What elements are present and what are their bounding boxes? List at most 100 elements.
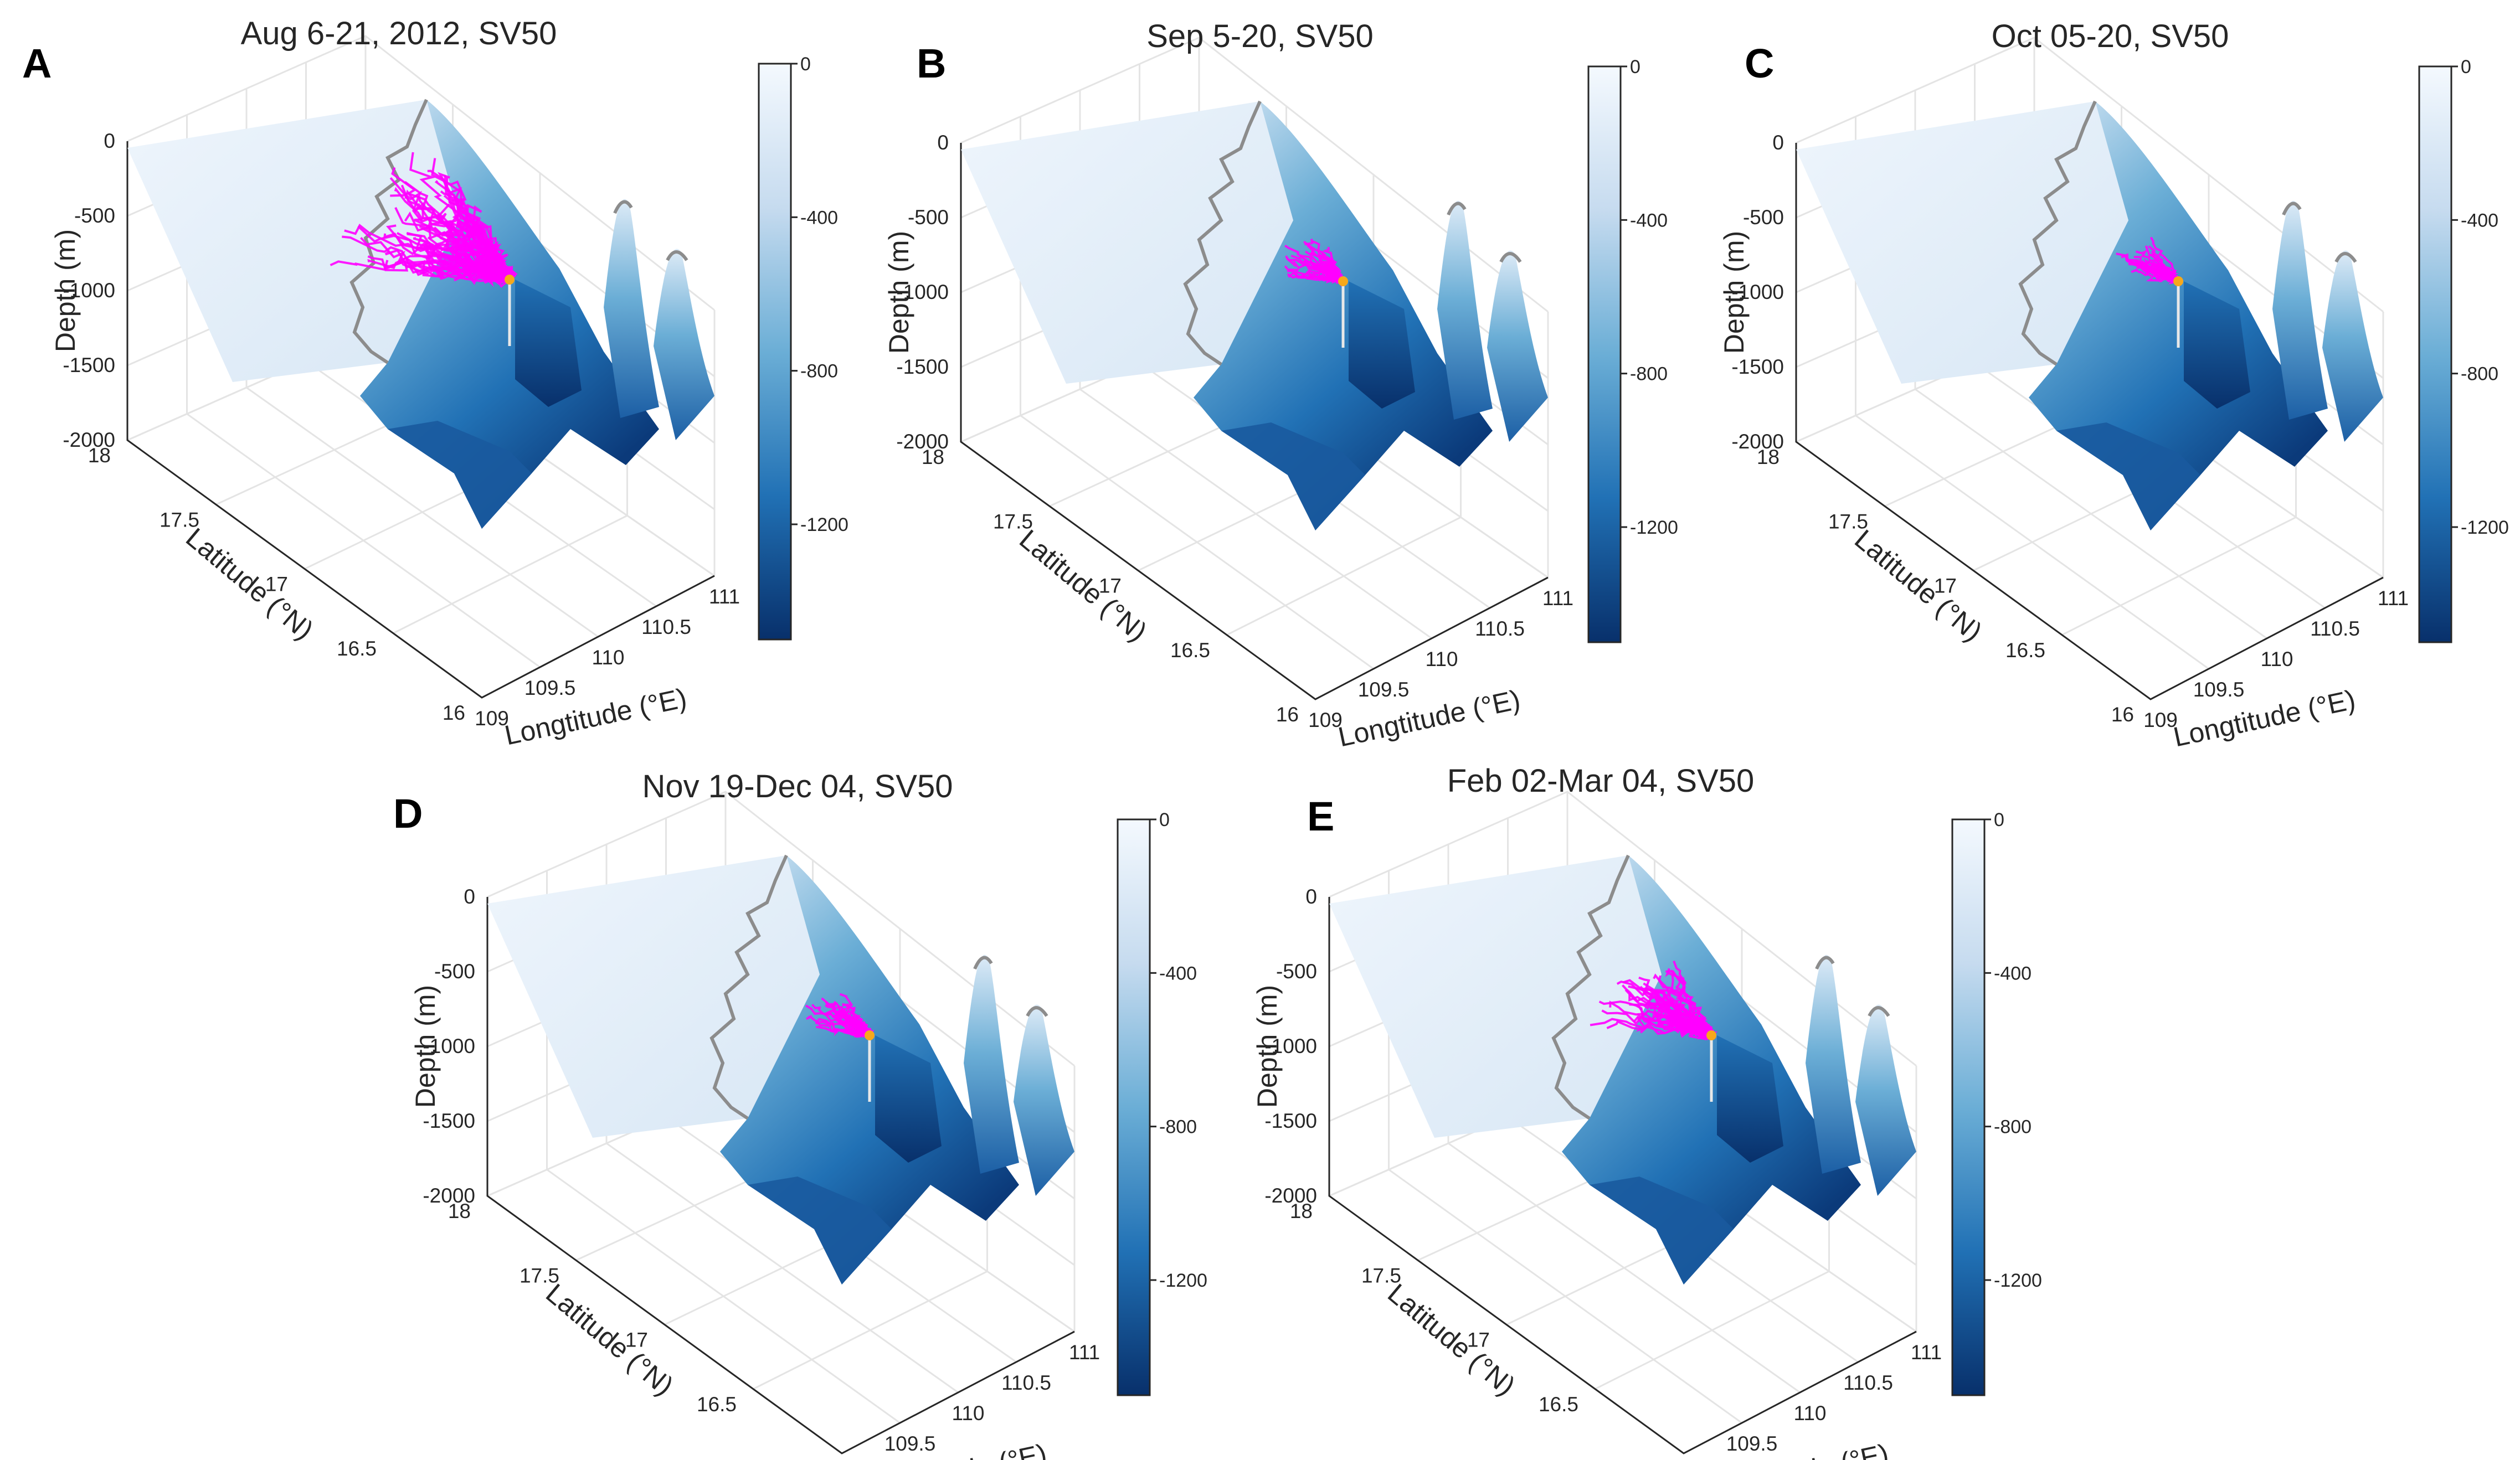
continental-shelf — [487, 855, 820, 1138]
colorbar-tick-label: -400 — [800, 207, 838, 228]
z-tick-label: 0 — [104, 130, 115, 152]
z-tick-label: -1000 — [896, 281, 949, 303]
y-gridline — [606, 1142, 959, 1394]
y-tick-label: 18 — [88, 444, 111, 467]
x-gridline — [753, 1270, 988, 1390]
y-tick-label: 17.5 — [520, 1264, 559, 1287]
bathymetry-surface — [1796, 100, 2383, 530]
y-axis-label: Latitude (°N) — [180, 522, 319, 646]
ridge — [1855, 1004, 1916, 1196]
coastline — [349, 99, 428, 364]
trajectory-line — [2141, 266, 2180, 282]
continental-shelf — [1329, 855, 1662, 1138]
y-gridline — [1448, 1142, 1801, 1394]
x-tick-label: 109.5 — [884, 1432, 936, 1455]
deep-trough — [1717, 1035, 1783, 1163]
colorbar-tick-label: -800 — [1159, 1117, 1197, 1138]
island-rim — [973, 956, 993, 970]
colorbar-tick-label: -400 — [2461, 210, 2498, 231]
z-tick-label: -1500 — [63, 354, 115, 376]
ridge — [1437, 200, 1493, 420]
z-tick-label: 0 — [937, 131, 949, 154]
z-axis-label: Depth (m) — [1252, 985, 1283, 1108]
y-axis-label: Latitude (°N) — [540, 1278, 679, 1402]
bathymetry-surface — [487, 854, 1074, 1284]
basin-lobe — [1590, 1177, 1734, 1284]
trajectories — [1284, 239, 1347, 287]
trajectories — [330, 152, 518, 288]
y-axis-label: Latitude (°N) — [1014, 524, 1153, 648]
axis-lines — [486, 897, 1075, 1454]
colorbar-tick-label: 0 — [800, 54, 811, 75]
colorbar: 0 -400 -800 -1200 — [758, 54, 848, 641]
x-tick-label: 109 — [475, 707, 509, 730]
island-rim — [2334, 252, 2357, 263]
colorbar-tick-label: 0 — [1994, 809, 2004, 830]
panel-D: 0-500-1000-1500-20001616.51717.518109109… — [393, 768, 1207, 1460]
continental-shelf — [1796, 101, 2128, 384]
trajectory-line — [1660, 991, 1712, 1036]
colorbar-gradient — [1587, 65, 1622, 643]
panel-letter: C — [1745, 40, 1774, 86]
colorbar-tick-label: -1200 — [2461, 517, 2509, 538]
colorbar-tick-label: 0 — [1159, 809, 1170, 830]
trajectory-line — [404, 211, 511, 281]
island-rim — [1499, 252, 1522, 263]
y-tick-label: 17 — [1467, 1329, 1490, 1351]
panel-E: 0-500-1000-1500-20001616.51717.518109109… — [1252, 763, 2042, 1460]
basin-lobe — [1221, 422, 1365, 530]
island-rim — [1447, 202, 1467, 216]
trajectory-line — [1655, 989, 1712, 1036]
panel-B: 0 -500 -1000 -1500 -2000 16 16.5 17 17.5 18 109 109… — [883, 18, 1678, 752]
z-tick-label: -500 — [434, 960, 475, 983]
panel-title: Feb 02-Mar 04, SV50 — [1447, 763, 1755, 799]
x-tick-label: 110.5 — [2310, 617, 2360, 640]
release-point-marker — [1338, 276, 1348, 286]
x-tick-label: 110 — [1426, 648, 1458, 670]
panel-title: Nov 19-Dec 04, SV50 — [642, 768, 953, 804]
x-tick-label: 109.5 — [1358, 678, 1410, 701]
x-tick-label: 110.5 — [641, 616, 691, 638]
x-tick-label: 110 — [592, 646, 625, 669]
panel-letter: D — [393, 791, 423, 837]
colorbar-tick-label: 0 — [2461, 56, 2471, 78]
bathymetry-surface — [1329, 854, 1916, 1284]
x-tick-label: 110 — [2261, 648, 2293, 670]
x-tick-label: 110.5 — [1843, 1371, 1893, 1394]
z-tick-label: -1500 — [423, 1110, 475, 1132]
z-tick-label: -1000 — [1264, 1035, 1317, 1057]
x-tick-label: 111 — [1069, 1341, 1100, 1364]
release-point-marker — [505, 275, 515, 285]
panel-title: Oct 05-20, SV50 — [1992, 18, 2229, 54]
basin-lobe — [388, 421, 532, 529]
z-axis-label: Depth (m) — [1719, 231, 1750, 354]
y-tick-label: 16.5 — [1539, 1393, 1578, 1416]
coastline — [1551, 854, 1630, 1120]
y-tick-label: 16.5 — [337, 637, 377, 660]
z-axis-label: Depth (m) — [410, 985, 441, 1108]
y-tick-label: 16 — [443, 701, 465, 724]
ridge — [1806, 955, 1861, 1174]
x-tick-label: 110.5 — [1001, 1371, 1051, 1394]
trajectory-line — [342, 235, 510, 285]
y-tick-label: 16.5 — [2005, 639, 2045, 662]
release-point-marker — [2173, 276, 2183, 286]
island-rim — [2282, 202, 2302, 216]
trajectory-line — [2148, 252, 2179, 282]
y-tick-label: 18 — [1757, 446, 1780, 468]
colorbar-tick-label: -800 — [800, 361, 838, 382]
trajectory-line — [384, 249, 510, 283]
colorbar-tick-label: -1200 — [1630, 517, 1678, 538]
z-tick-label: -500 — [1743, 206, 1784, 229]
y-gridline — [1915, 388, 2267, 639]
colorbar-tick-label: -800 — [2461, 364, 2498, 385]
panel-letter: B — [917, 40, 946, 86]
x-gridline — [2061, 516, 2297, 636]
release-point-marker — [865, 1030, 875, 1040]
ridge — [2322, 250, 2383, 442]
coastline — [2018, 100, 2097, 366]
colorbar-tick-label: -1200 — [1159, 1270, 1207, 1291]
colorbar-tick-label: -400 — [1994, 963, 2032, 984]
y-tick-label: 17 — [265, 573, 288, 596]
y-tick-label: 17 — [1099, 575, 1122, 597]
